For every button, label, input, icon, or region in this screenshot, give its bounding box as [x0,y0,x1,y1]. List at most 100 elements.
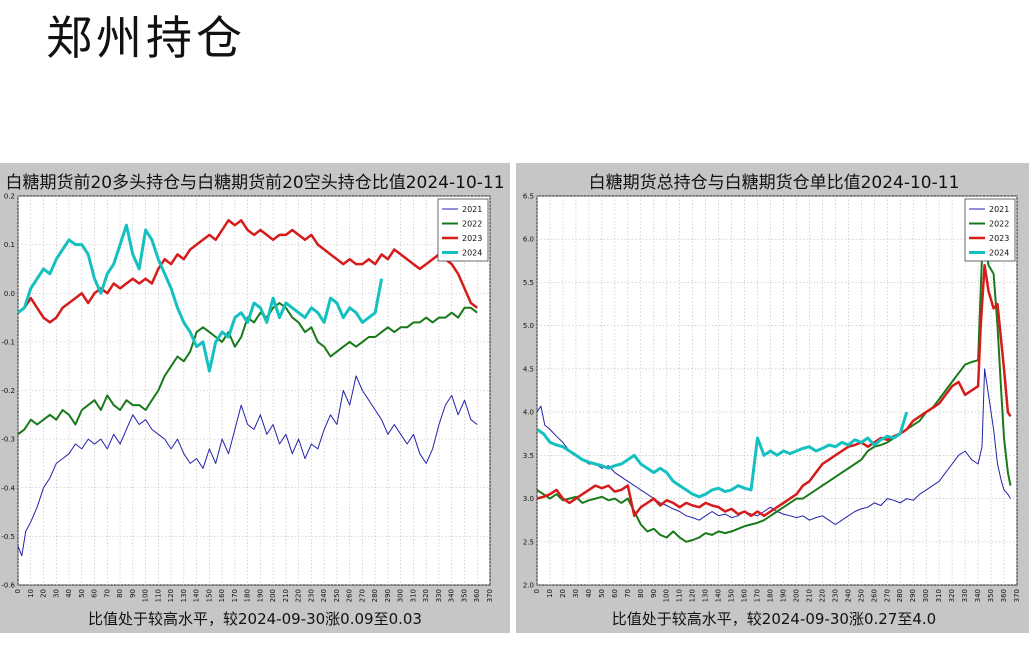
y-tick-label: 6.0 [523,236,534,244]
series-line-2023 [537,263,1012,518]
x-tick-label: 130 [702,589,710,602]
gridlines [17,195,491,586]
x-tick-label: 220 [295,589,303,602]
x-tick-label: 350 [460,589,468,602]
x-tick-label: 40 [585,589,593,598]
x-tick-label: 80 [116,589,124,598]
x-tick-label: 20 [559,589,567,598]
x-tick-label: 210 [805,589,813,602]
y-tick-label: 5.5 [523,279,534,287]
x-tick-label: 160 [741,589,749,602]
chart-panel-position-warehouse-ratio: 白糖期货总持仓与白糖期货仓单比值2024-10-11 2.0 2.5 3.0 3.5 4.… [516,163,1029,633]
x-tick-label: 130 [180,589,188,602]
series-line-2023 [18,219,478,324]
x-tick-label: 310 [935,589,943,602]
x-tick-label: 300 [922,589,930,602]
series-line-2021 [18,375,478,557]
legend-label: 2022 [462,220,482,229]
x-tick-label: 330 [961,589,969,602]
legend-label: 2022 [989,220,1009,229]
x-tick-label: 290 [909,589,917,602]
x-tick-label: 120 [689,589,697,602]
series-group [18,219,478,557]
x-tick-label: 370 [1013,589,1021,602]
legend: 2021 2022 2023 2024 [964,198,1016,262]
x-tick-label: 170 [754,589,762,602]
x-tick-label: 350 [987,589,995,602]
y-tick-label: 4.0 [523,409,534,417]
y-tick-label: -0.5 [1,533,15,541]
legend-label: 2024 [989,249,1009,258]
x-tick-label: 190 [256,589,264,602]
x-tick-label: 100 [142,589,150,602]
chart-caption: 比值处于较高水平，较2024-09-30涨0.27至4.0 [612,610,936,628]
series-line-2024 [18,223,384,373]
x-tick-label: 140 [715,589,723,602]
plot-area [536,195,1018,586]
y-tick-label: 4.5 [523,365,534,373]
long-short-ratio-chart: 白糖期货前20多头持仓与白糖期货前20空头持仓比值2024-10-11 -0.6 -… [1,173,504,628]
x-tick-label: 330 [435,589,443,602]
x-tick-label: 370 [486,589,494,602]
legend-label: 2023 [989,234,1009,243]
x-tick-label: 340 [974,589,982,602]
x-tick-label: 280 [896,589,904,602]
x-tick-label: 240 [320,589,328,602]
x-tick-label: 320 [422,589,430,602]
x-tick-label: 250 [857,589,865,602]
x-tick-label: 110 [676,589,684,602]
x-tick-label: 50 [78,589,86,598]
x-tick-label: 170 [231,589,239,602]
y-tick-label: -0.4 [1,484,15,492]
x-tick-label: 20 [40,589,48,598]
y-tick-label: 3.0 [523,495,534,503]
x-tick-label: 150 [205,589,213,602]
x-tick-label: 30 [572,589,580,598]
x-tick-label: 220 [818,589,826,602]
x-tick-label: 70 [624,589,632,598]
position-warehouse-ratio-chart: 白糖期货总持仓与白糖期货仓单比值2024-10-11 2.0 2.5 3.0 3.5 4.… [523,173,1021,628]
x-tick-label: 200 [269,589,277,602]
x-tick-label: 340 [448,589,456,602]
x-tick-label: 180 [244,589,252,602]
x-tick-label: 240 [844,589,852,602]
y-tick-label: 5.0 [523,322,534,330]
x-tick-label: 270 [883,589,891,602]
x-tick-label: 300 [397,589,405,602]
x-tick-label: 280 [371,589,379,602]
x-tick-label: 210 [282,589,290,602]
x-tick-label: 180 [767,589,775,602]
x-tick-label: 360 [473,589,481,602]
x-tick-label: 360 [1000,589,1008,602]
x-tick-label: 30 [52,589,60,598]
x-tick-label: 40 [65,589,73,598]
x-tick-label: 70 [103,589,111,598]
x-tick-label: 160 [218,589,226,602]
x-tick-label: 320 [948,589,956,602]
x-tick-label: 260 [346,589,354,602]
legend-label: 2021 [462,205,482,214]
chart-panel-long-short-ratio: 白糖期货前20多头持仓与白糖期货前20空头持仓比值2024-10-11 -0.6 -… [0,163,510,633]
x-tick-label: 150 [728,589,736,602]
chart-caption: 比值处于较高水平，较2024-09-30涨0.09至0.03 [88,610,422,628]
legend: 2021 2022 2023 2024 [437,198,489,262]
x-tick-label: 230 [307,589,315,602]
x-tick-label: 120 [167,589,175,602]
x-tick-label: 80 [637,589,645,598]
x-tick-label: 10 [546,589,554,598]
x-tick-label: 260 [870,589,878,602]
y-tick-label: -0.2 [1,387,15,395]
x-tick-label: 200 [792,589,800,602]
legend-label: 2024 [462,249,482,258]
x-tick-label: 110 [154,589,162,602]
x-tick-label: 50 [598,589,606,598]
x-tick-label: 60 [611,589,619,598]
x-tick-label: 90 [650,589,658,598]
y-tick-label: 0.2 [4,193,15,201]
x-tick-label: 270 [358,589,366,602]
y-tick-label: -0.1 [1,338,15,346]
x-tick-label: 60 [91,589,99,598]
gridlines [536,195,1018,586]
x-tick-label: 100 [663,589,671,602]
y-tick-label: 3.5 [523,452,534,460]
